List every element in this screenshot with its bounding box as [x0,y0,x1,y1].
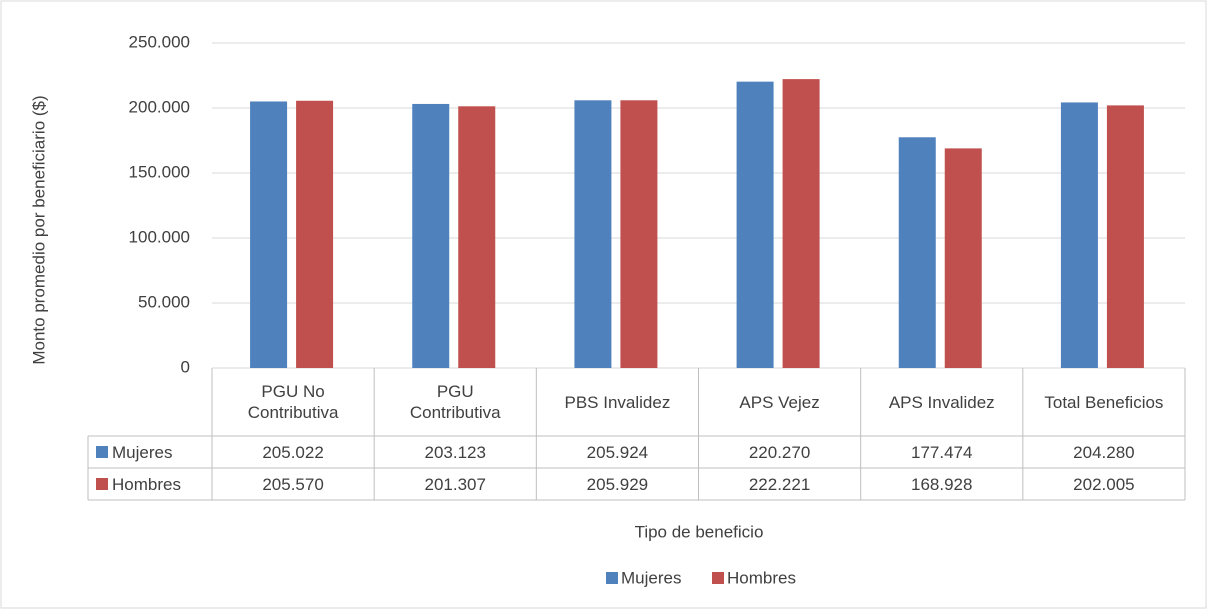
category-label: Total Beneficios [1044,392,1164,412]
legend-label: Mujeres [621,568,681,587]
bar [296,100,334,368]
bar [458,106,496,368]
table-value: 205.570 [262,474,324,494]
legend-swatch [606,572,618,584]
y-tick-label: 200.000 [129,97,190,116]
bar [1106,105,1144,369]
bar [412,103,450,369]
table-value: 203.123 [424,442,486,462]
table-row-label: Mujeres [112,442,173,462]
category-label: PGU Contributiva [409,382,501,422]
y-tick-label: 150.000 [129,162,190,181]
table-value: 205.924 [586,442,649,462]
y-tick-label: 250.000 [129,32,190,51]
bar [1060,102,1098,368]
y-tick-label: 100.000 [129,227,190,246]
table-value: 220.270 [748,442,811,462]
y-axis-title: Monto promedio por beneficiario ($) [29,95,48,364]
table-value: 205.022 [262,442,324,462]
y-tick-label: 0 [181,357,190,376]
table-value: 177.474 [911,442,973,462]
bar [736,81,774,369]
table-row-label: Hombres [112,474,181,494]
bar [250,101,288,368]
table-value: 201.307 [424,474,486,494]
bar [898,137,936,368]
category-label: PGU No Contributiva [247,382,339,422]
bar [620,100,658,368]
bar [782,79,820,368]
table-value: 222.221 [748,474,811,494]
table-value: 202.005 [1073,474,1135,494]
legend-label: Hombres [727,568,796,587]
bar [944,148,982,368]
legend-swatch [712,572,724,584]
category-label: PBS Invalidez [564,392,671,412]
bar [574,100,612,368]
category-label: APS Invalidez [888,392,995,412]
table-value: 205.929 [586,474,649,494]
legend-swatch [96,478,108,490]
table-value: 204.280 [1073,442,1135,462]
table-value: 168.928 [911,474,973,494]
category-label: APS Vejez [739,392,820,412]
legend-swatch [96,446,108,458]
y-tick-label: 50.000 [138,292,190,311]
x-axis-title: Tipo de beneficio [635,522,764,541]
